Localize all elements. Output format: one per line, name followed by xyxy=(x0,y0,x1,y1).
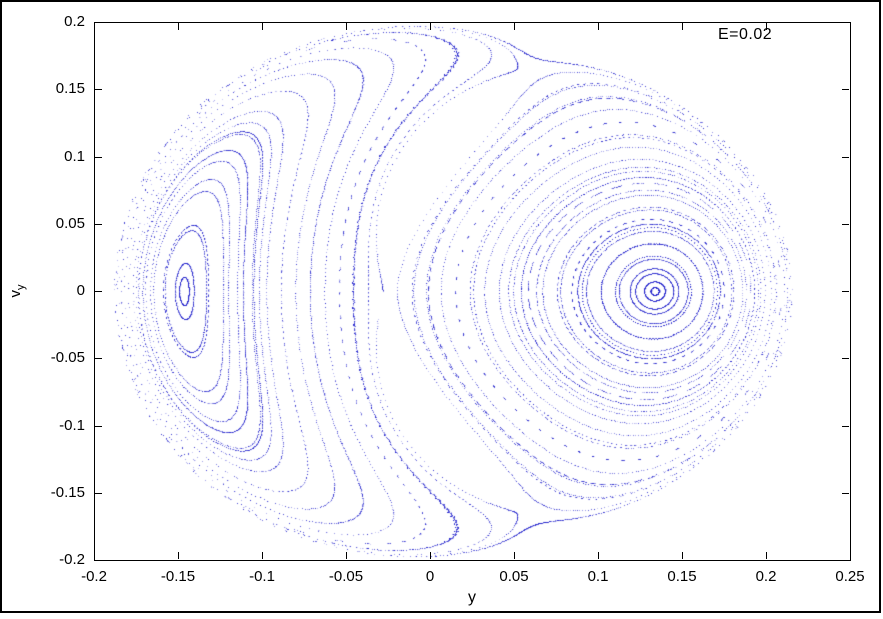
y-tick-mark xyxy=(842,560,849,561)
x-tick-label: 0.25 xyxy=(835,568,865,585)
y-tick-mark xyxy=(95,156,102,158)
y-tick-label: -0.2 xyxy=(59,551,85,569)
x-tick-mark xyxy=(766,552,767,559)
x-tick-mark xyxy=(682,23,683,30)
x-tick-mark xyxy=(850,552,851,559)
poincare-scatter-canvas xyxy=(94,22,850,560)
x-tick-label: 0 xyxy=(425,568,435,585)
x-tick-mark xyxy=(850,23,851,30)
y-tick-mark xyxy=(842,22,849,23)
y-tick-mark xyxy=(95,560,102,561)
x-tick-label: 0.05 xyxy=(499,568,529,585)
y-tick-mark xyxy=(842,223,849,225)
y-tick-label: 0.05 xyxy=(55,214,85,232)
x-tick-mark xyxy=(682,552,683,559)
y-tick-mark xyxy=(842,492,849,494)
x-tick-mark xyxy=(262,23,263,30)
x-tick-label: 0.2 xyxy=(755,568,777,585)
x-tick-label: 0.15 xyxy=(667,568,697,585)
x-tick-label: -0.1 xyxy=(249,568,275,585)
x-tick-mark xyxy=(94,552,95,559)
y-tick-mark xyxy=(95,89,102,91)
y-axis-label-sub: y xyxy=(15,284,27,291)
x-tick-mark xyxy=(598,23,599,30)
x-tick-label: 0.1 xyxy=(587,568,609,585)
y-tick-mark xyxy=(95,223,102,225)
x-tick-label: -0.2 xyxy=(81,568,107,585)
x-tick-mark xyxy=(178,23,179,30)
x-tick-mark xyxy=(514,23,515,30)
x-tick-mark xyxy=(514,552,515,559)
y-tick-mark xyxy=(95,425,102,427)
x-tick-mark xyxy=(94,23,95,30)
y-tick-mark xyxy=(842,291,849,292)
x-axis-label: y xyxy=(468,589,476,606)
x-tick-mark xyxy=(346,23,347,30)
x-tick-mark xyxy=(430,23,431,30)
y-tick-mark xyxy=(95,291,102,292)
y-tick-mark xyxy=(842,89,849,91)
y-tick-label: -0.15 xyxy=(50,483,85,501)
y-tick-label: -0.05 xyxy=(50,349,85,367)
x-tick-label: -0.15 xyxy=(160,568,196,585)
y-axis-label: vy xyxy=(7,267,27,315)
y-axis-label-main: v xyxy=(7,290,24,298)
x-tick-mark xyxy=(598,552,599,559)
x-tick-mark xyxy=(766,23,767,30)
x-tick-mark xyxy=(346,552,347,559)
energy-annotation: E=0.02 xyxy=(718,26,773,43)
y-tick-label: -0.1 xyxy=(59,416,85,434)
y-tick-label: 0.2 xyxy=(64,13,85,31)
y-tick-label: 0 xyxy=(76,282,85,300)
x-tick-label: -0.05 xyxy=(328,568,364,585)
y-tick-mark xyxy=(95,358,102,360)
y-tick-label: 0.1 xyxy=(64,147,85,165)
x-tick-mark xyxy=(178,552,179,559)
y-tick-mark xyxy=(842,425,849,427)
x-tick-mark xyxy=(430,552,431,559)
y-tick-label: 0.15 xyxy=(55,80,85,98)
y-tick-mark xyxy=(95,492,102,494)
y-tick-mark xyxy=(95,22,102,23)
y-tick-mark xyxy=(842,358,849,360)
y-tick-mark xyxy=(842,156,849,158)
plot-frame xyxy=(94,22,851,561)
x-tick-mark xyxy=(262,552,263,559)
